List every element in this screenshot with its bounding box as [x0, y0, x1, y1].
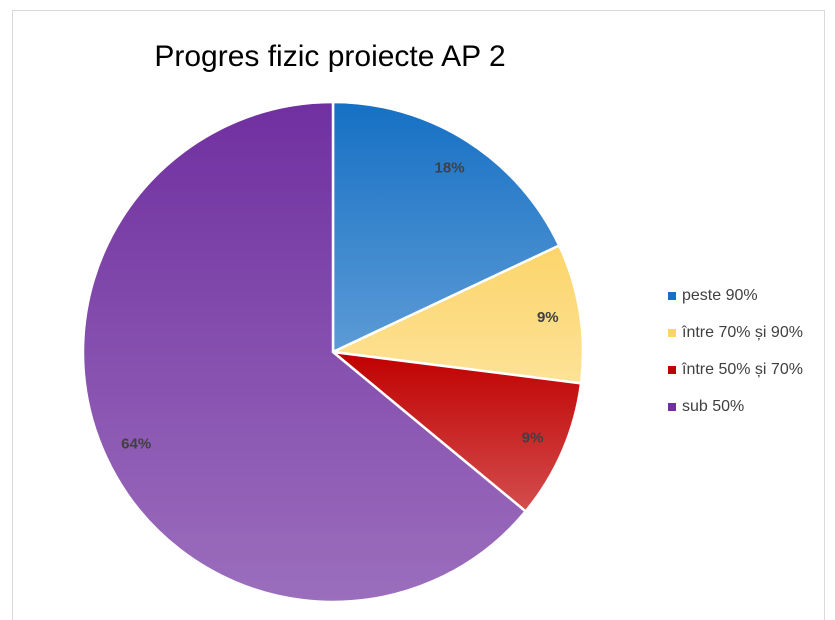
data-label: 18% — [435, 159, 465, 176]
data-label: 9% — [537, 309, 559, 326]
legend-label: între 70% și 90% — [681, 324, 803, 341]
chart-title: Progres fizic proiecte AP 2 — [154, 40, 505, 73]
legend-marker — [668, 329, 676, 337]
pie-slice — [328, 350, 583, 514]
legend-label: între 50% și 70% — [681, 361, 803, 378]
legend-marker — [668, 366, 676, 374]
legend-label: sub 50% — [682, 398, 744, 415]
pie-slice — [331, 100, 561, 354]
pie-slice — [81, 100, 528, 604]
legend-marker — [668, 292, 676, 300]
data-label: 9% — [522, 429, 544, 446]
legend-label: peste 90% — [682, 287, 758, 304]
legend-marker — [668, 403, 676, 411]
pie-slice — [328, 243, 585, 385]
data-label: 64% — [121, 436, 151, 453]
